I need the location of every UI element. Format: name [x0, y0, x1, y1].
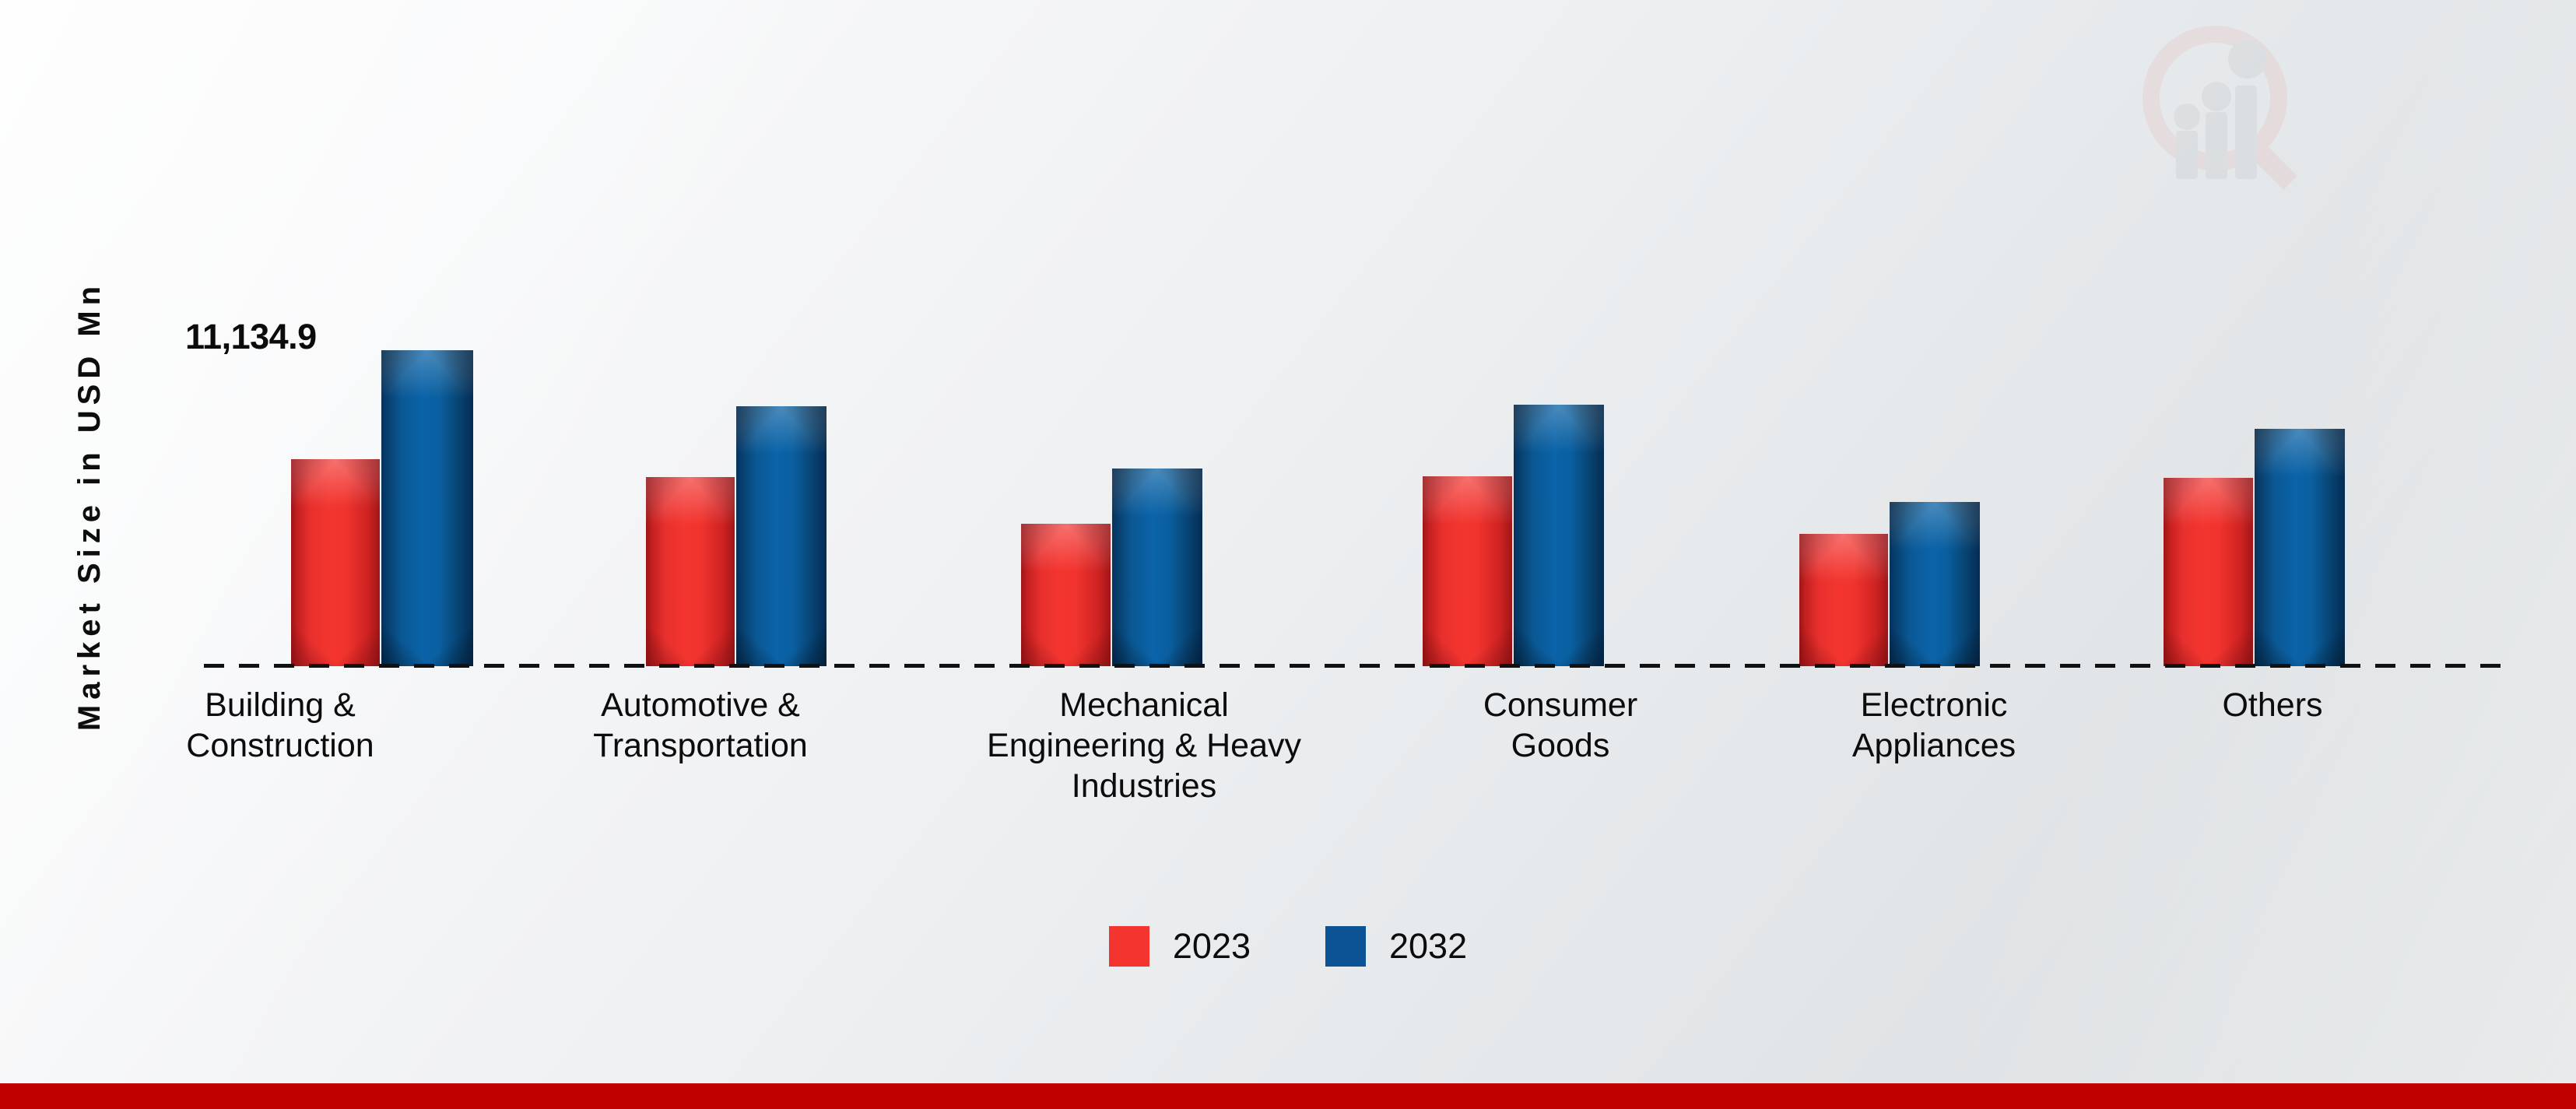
bar-bottom-chamfer	[1799, 626, 1888, 666]
bar-bottom-chamfer	[2255, 626, 2345, 666]
x-axis-label-line: Others	[2222, 686, 2323, 724]
legend-item-2023[interactable]: 2023	[1108, 926, 1251, 967]
bar-2023-mechanical-engineering-heavy-industries	[1021, 524, 1111, 666]
axis-baseline-dashed	[204, 664, 2504, 668]
bar-body	[1021, 524, 1111, 666]
x-axis-label-line: Industries	[1071, 767, 1217, 805]
bar-2023-electronic-appliances	[1799, 534, 1888, 666]
bar-bottom-chamfer	[291, 626, 380, 666]
bar-bottom-chamfer	[1423, 626, 1512, 666]
bar-top-chamfer	[381, 350, 473, 398]
bar-body	[291, 459, 380, 666]
bar-top-chamfer	[1423, 476, 1512, 525]
x-axis-label-line: Construction	[186, 727, 374, 764]
bar-chart-glyph	[2174, 40, 2267, 179]
bar-bottom-chamfer	[1890, 626, 1980, 666]
x-axis-label-1: Building & Construction	[156, 685, 405, 766]
bar-bottom-chamfer	[1021, 626, 1111, 666]
bar-2032-mechanical-engineering-heavy-industries	[1112, 469, 1202, 666]
bar-top-chamfer	[646, 477, 735, 525]
bar-bottom-chamfer	[381, 626, 473, 666]
bar-top-chamfer	[1890, 502, 1980, 550]
x-axis-label-line: Consumer	[1483, 686, 1638, 724]
bar-top-chamfer	[291, 459, 380, 507]
bar-body	[1890, 502, 1980, 666]
x-axis-category-labels: Building & Construction Automotive & Transp…	[0, 685, 2576, 841]
bar-bottom-chamfer	[736, 626, 826, 666]
x-axis-label-line: Building &	[205, 686, 356, 724]
bar-top-chamfer	[736, 406, 826, 454]
bar-body	[381, 350, 473, 666]
magnifier-icon	[2143, 26, 2297, 190]
x-axis-label-4: Consumer Goods	[1432, 685, 1689, 766]
x-axis-label-line: Electronic	[1860, 686, 2008, 724]
legend-label-2032: 2032	[1389, 926, 1468, 966]
bar-body	[736, 406, 826, 666]
bar-body	[1423, 476, 1512, 666]
legend-swatch-2032	[1325, 926, 1366, 967]
bar-top-chamfer	[2255, 429, 2345, 477]
legend-swatch-2023	[1108, 926, 1149, 967]
legend-item-2032[interactable]: 2032	[1325, 926, 1467, 967]
x-axis-label-line: Transportation	[593, 727, 808, 764]
bar-2032-others	[2255, 429, 2345, 666]
x-axis-label-6: Others	[2171, 685, 2374, 725]
bar-2023-automotive-transportation	[646, 477, 735, 666]
plot-area	[291, 350, 2345, 666]
bar-bottom-chamfer	[1112, 626, 1202, 666]
bar-top-chamfer	[1799, 534, 1888, 582]
x-axis-label-5: Electronic Appliances	[1798, 685, 2070, 766]
bar-body	[2164, 478, 2253, 666]
bar-2032-automotive-transportation	[736, 406, 826, 666]
bar-bottom-chamfer	[1514, 626, 1604, 666]
bar-2032-consumer-goods	[1514, 405, 1604, 666]
x-axis-label-3: Mechanical Engineering & Heavy Industries	[903, 685, 1385, 806]
bar-2032-building-construction	[381, 350, 473, 666]
x-axis-label-line: Engineering & Heavy	[987, 727, 1301, 764]
bar-body	[1514, 405, 1604, 666]
x-axis-label-2: Automotive & Transportation	[537, 685, 864, 766]
bar-bottom-chamfer	[2164, 626, 2253, 666]
bar-body	[1112, 469, 1202, 666]
x-axis-label-line: Mechanical	[1059, 686, 1229, 724]
x-axis-label-line: Appliances	[1851, 727, 2016, 764]
data-label-11134-9: 11,134.9	[185, 317, 317, 356]
legend-label-2023: 2023	[1172, 926, 1251, 966]
bottom-accent-band	[0, 1083, 2576, 1109]
bar-top-chamfer	[1112, 469, 1202, 517]
bar-top-chamfer	[1021, 524, 1111, 572]
bar-top-chamfer	[1514, 405, 1604, 453]
x-axis-label-line: Goods	[1511, 727, 1610, 764]
bar-bottom-chamfer	[646, 626, 735, 666]
bar-top-chamfer	[2164, 478, 2253, 526]
bar-2023-others	[2164, 478, 2253, 666]
bar-2023-building-construction	[291, 459, 380, 666]
chart-legend: 2023 2032	[0, 926, 2576, 967]
bar-face	[381, 350, 473, 666]
bar-2023-consumer-goods	[1423, 476, 1512, 666]
bar-body	[2255, 429, 2345, 666]
bar-body	[1799, 534, 1888, 666]
bar-2032-electronic-appliances	[1890, 502, 1980, 666]
watermark-logo	[2131, 22, 2318, 197]
x-axis-label-line: Automotive &	[601, 686, 800, 724]
bar-body	[646, 477, 735, 666]
